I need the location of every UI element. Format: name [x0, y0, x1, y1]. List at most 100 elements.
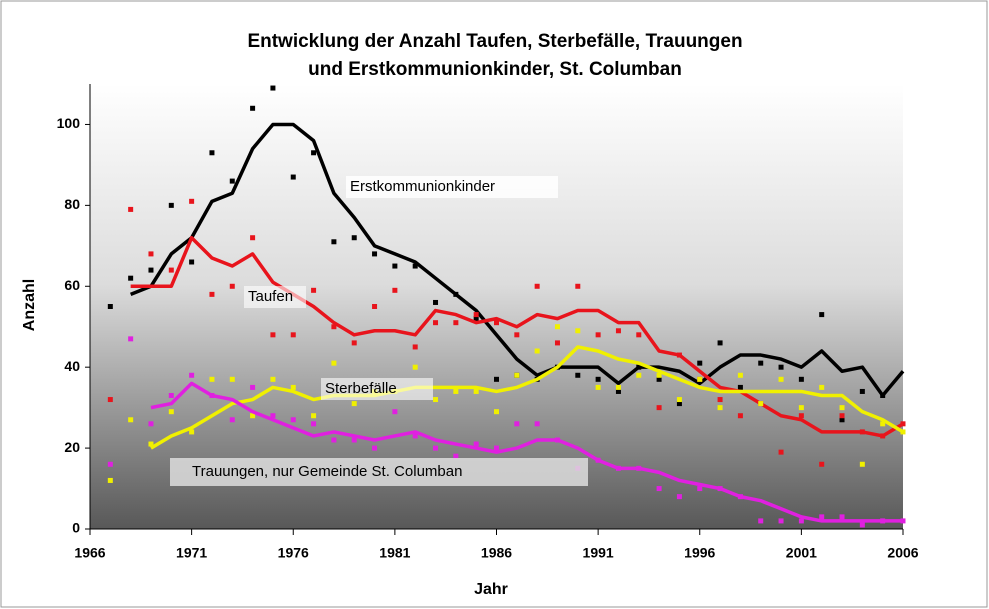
data-point — [331, 360, 337, 366]
data-point — [209, 150, 215, 156]
data-point — [798, 376, 804, 382]
data-point — [372, 251, 378, 257]
data-point — [615, 384, 621, 390]
data-point — [494, 376, 499, 382]
annotation: Taufen — [248, 288, 293, 305]
data-point — [473, 441, 479, 447]
data-point — [615, 388, 621, 394]
data-point — [778, 376, 784, 382]
data-point — [290, 417, 296, 423]
data-point — [148, 421, 154, 427]
trend-line — [150, 381, 903, 523]
data-point — [148, 441, 154, 447]
data-point — [331, 239, 337, 245]
data-point — [575, 328, 581, 334]
data-point — [392, 263, 398, 269]
data-point — [473, 388, 479, 394]
data-point — [412, 263, 418, 269]
data-point — [473, 312, 479, 318]
data-point — [656, 486, 662, 492]
data-point — [290, 384, 296, 390]
data-point — [290, 332, 296, 338]
data-point — [128, 206, 134, 212]
label-bg — [170, 458, 588, 486]
data-point — [534, 421, 540, 427]
data-point — [270, 376, 276, 382]
data-point — [453, 453, 459, 459]
trend-line — [130, 235, 904, 438]
data-point — [514, 332, 520, 338]
data-point — [331, 324, 337, 330]
data-point — [351, 401, 357, 407]
data-point — [737, 384, 743, 390]
label-bg — [321, 378, 433, 400]
data-point — [494, 409, 499, 415]
data-point — [209, 376, 215, 382]
data-point — [494, 320, 499, 326]
data-point — [778, 449, 784, 455]
data-point — [778, 364, 784, 370]
data-point — [331, 437, 337, 443]
trend-line — [130, 122, 905, 398]
plot-area — [90, 84, 903, 529]
x-tick-label: 1981 — [379, 545, 410, 561]
data-point — [311, 413, 317, 419]
data-point — [311, 150, 317, 156]
data-point — [494, 445, 499, 451]
data-point — [168, 409, 174, 415]
data-point — [128, 275, 134, 281]
data-point — [636, 372, 642, 378]
data-point — [676, 494, 682, 500]
data-point — [798, 518, 804, 524]
data-point — [433, 299, 439, 305]
data-point — [311, 287, 317, 293]
data-point — [270, 413, 276, 419]
chart-title: und Erstkommunionkinder, St. Columban — [308, 59, 682, 80]
y-axis-label: Anzahl — [21, 279, 38, 331]
data-point — [351, 235, 357, 241]
data-point — [148, 251, 154, 257]
y-tick-label: 80 — [64, 196, 80, 212]
data-point — [453, 388, 459, 394]
data-point — [697, 376, 703, 382]
data-point — [270, 85, 276, 91]
data-point — [189, 198, 195, 204]
trend-line — [150, 345, 904, 450]
data-point — [351, 340, 357, 346]
x-tick-label: 2006 — [887, 545, 918, 561]
data-point — [758, 401, 764, 407]
data-point — [107, 397, 113, 403]
data-point — [656, 405, 662, 411]
data-point — [819, 514, 825, 520]
x-axis-label: Jahr — [474, 581, 508, 598]
data-point — [229, 417, 235, 423]
y-tick-label: 20 — [64, 439, 80, 455]
y-tick-label: 100 — [57, 115, 81, 131]
data-point — [229, 376, 235, 382]
x-tick-label: 1986 — [481, 545, 512, 561]
data-point — [554, 324, 560, 330]
data-point — [107, 304, 113, 309]
data-point — [168, 267, 174, 273]
data-point — [636, 332, 642, 338]
data-point — [595, 332, 601, 338]
data-point — [575, 372, 581, 378]
data-point — [372, 445, 378, 451]
data-point — [514, 372, 520, 378]
data-point — [250, 384, 256, 390]
data-point — [534, 283, 540, 289]
data-point — [595, 384, 601, 390]
data-point — [839, 413, 845, 419]
data-point — [168, 202, 174, 208]
data-point — [168, 393, 174, 398]
data-point — [758, 360, 764, 366]
data-point — [839, 405, 845, 411]
data-point — [575, 283, 581, 289]
data-point — [514, 421, 520, 427]
data-point — [250, 105, 256, 111]
data-point — [554, 340, 560, 346]
data-point — [880, 421, 886, 427]
data-point — [473, 316, 479, 322]
data-point — [148, 267, 154, 273]
data-point — [615, 328, 621, 334]
